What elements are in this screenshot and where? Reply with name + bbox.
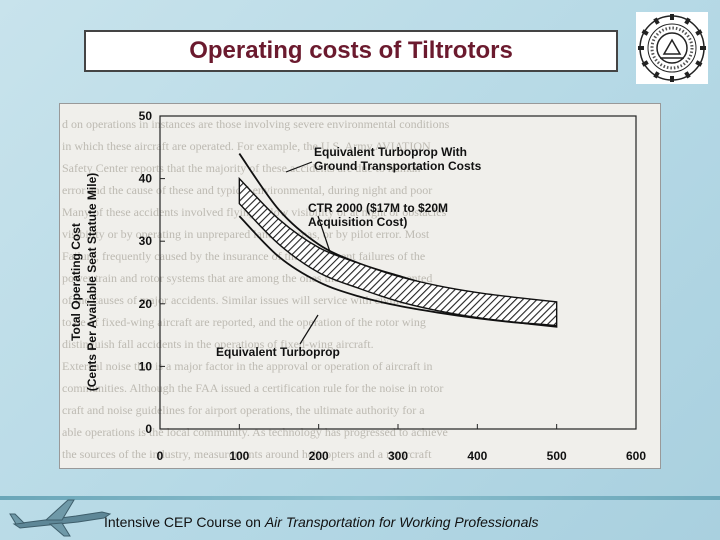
annotation-0-pointer [285,161,313,173]
footer-prefix: Intensive CEP Course on [104,514,265,530]
airplane-icon [9,499,112,537]
annotation-0-line2: Ground Transportation Costs [314,159,482,173]
svg-text:d on operations in instances a: d on operations in instances are those i… [62,117,450,131]
series-band-1 [238,176,558,328]
svg-text:the sources of the industry, m: the sources of the industry, measurement… [62,447,432,461]
series-layer [238,153,558,328]
svg-text:Safety Center reports that the: Safety Center reports that the majority … [62,161,421,175]
iit-bombay-logo [636,12,708,84]
footer-text: Intensive CEP Course on Air Transportati… [104,514,538,530]
y-tick-label-2: 20 [139,297,153,311]
footer-divider [0,496,720,500]
svg-text:able operations is the local c: able operations is the local community. … [62,425,448,439]
chart-svg: d on operations in instances are those i… [62,109,647,463]
y-tick-label-1: 10 [139,359,153,373]
y-tick-label-5: 50 [139,109,153,123]
slide-title: Operating costs of Tiltrotors [189,37,513,64]
annotation-1-pointer [317,215,331,253]
footer-course: Air Transportation for Working Professio… [264,514,539,530]
svg-text:communities. Although the FAA: communities. Although the FAA issued a c… [62,381,443,395]
chart-axes [159,115,637,430]
svg-text:craft and noise guidelines for: craft and noise guidelines for airport o… [62,403,425,417]
x-tick-label-3: 300 [388,449,408,463]
x-tick-label-0: 0 [157,449,164,463]
annotation-0-line1: Equivalent Turboprop With [314,145,467,159]
chart-scan: d on operations in instances are those i… [60,104,660,468]
title-box: Operating costs of Tiltrotors [84,30,618,72]
svg-text:External noise that is a major: External noise that is a major factor in… [62,359,433,373]
x-tick-label-4: 400 [467,449,487,463]
y-axis-label-line1: Total Operating Cost [69,223,83,341]
x-tick-label-5: 500 [547,449,567,463]
series-line-2 [238,215,557,327]
y-tick-label-0: 0 [145,422,152,436]
svg-text:to be of fixed-wing aircraft a: to be of fixed-wing aircraft are reporte… [62,315,426,329]
svg-text:of the causes of major acciden: of the causes of major accidents. Simila… [62,293,430,307]
y-axis-label-line2: (Cents Per Available Seat Statute Mile) [85,173,99,392]
y-tick-label-3: 30 [139,234,153,248]
tick-labels: 0 100 200 300 400 500 600 0 10 20 30 40 50 [139,109,647,463]
x-tick-label-2: 200 [309,449,329,463]
svg-text:Failure, frequently caused by: Failure, frequently caused by the insura… [62,249,425,263]
annotation-2-line1: Equivalent Turboprop [216,345,340,359]
y-tick-label-4: 40 [139,172,153,186]
x-tick-label-6: 600 [626,449,646,463]
svg-text:in which these aircraft are op: in which these aircraft are operated. Fo… [62,139,431,153]
svg-text:visibility or by operating in: visibility or by operating in unprepared… [62,227,430,241]
svg-text:distinguish fall accidents in: distinguish fall accidents in the operat… [62,337,374,351]
annotation-1-line2: Acquisition Cost) [308,215,407,229]
x-tick-label-1: 100 [229,449,249,463]
annotation-1-line1: CTR 2000 ($17M to $20M [308,201,448,215]
annotation-2-pointer [299,314,319,345]
